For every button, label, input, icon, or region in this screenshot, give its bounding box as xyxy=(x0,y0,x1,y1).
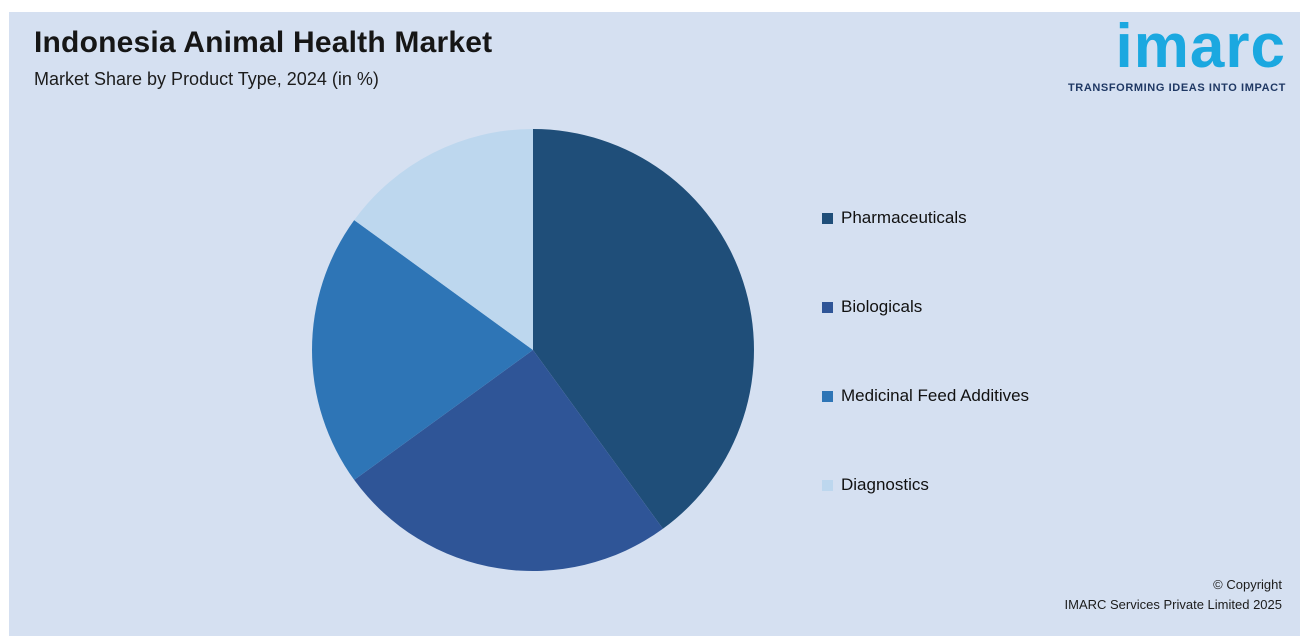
pie-chart xyxy=(311,128,755,572)
copyright-line2: IMARC Services Private Limited 2025 xyxy=(1064,596,1282,612)
legend-label: Diagnostics xyxy=(841,475,929,494)
legend-swatch-icon xyxy=(822,390,833,402)
legend-item-diagnostics: Diagnostics xyxy=(822,473,1029,497)
copyright: © Copyright IMARC Services Private Limit… xyxy=(1065,575,1282,614)
legend-swatch-icon xyxy=(822,212,833,224)
legend-label: Pharmaceuticals xyxy=(841,208,967,227)
imarc-logo: imarc TRANSFORMING IDEAS INTO IMPACT xyxy=(1067,12,1286,95)
imarc-wordmark: imarc xyxy=(1115,12,1286,81)
pie-slice-diagnostics xyxy=(354,129,533,350)
legend-label: Medicinal Feed Additives xyxy=(841,386,1030,405)
copyright-line1: © Copyright xyxy=(1213,577,1282,592)
pie-chart-svg xyxy=(312,129,754,571)
legend-item-biologicals: Biologicals xyxy=(822,295,1029,319)
legend-swatch-icon xyxy=(822,479,833,491)
page-subtitle: Market Share by Product Type, 2024 (in %… xyxy=(34,69,379,89)
legend-swatch-icon xyxy=(822,301,833,313)
legend-item-medicinal-feed-additives: Medicinal Feed Additives xyxy=(822,384,1029,408)
imarc-tagline: TRANSFORMING IDEAS INTO IMPACT xyxy=(1067,82,1286,94)
pie-slice-pharmaceuticals xyxy=(533,129,754,529)
legend: Pharmaceuticals Biologicals Medicinal Fe… xyxy=(822,206,1029,562)
header: Indonesia Animal Health Market Market Sh… xyxy=(34,26,492,90)
legend-item-pharmaceuticals: Pharmaceuticals xyxy=(822,206,1029,230)
chart-page: Indonesia Animal Health Market Market Sh… xyxy=(9,12,1300,636)
pie-slice-biologicals xyxy=(354,350,663,571)
legend-label: Biologicals xyxy=(841,297,923,316)
pie-slice-medicinal-feed-additives xyxy=(312,220,533,480)
page-title: Indonesia Animal Health Market xyxy=(34,26,493,59)
